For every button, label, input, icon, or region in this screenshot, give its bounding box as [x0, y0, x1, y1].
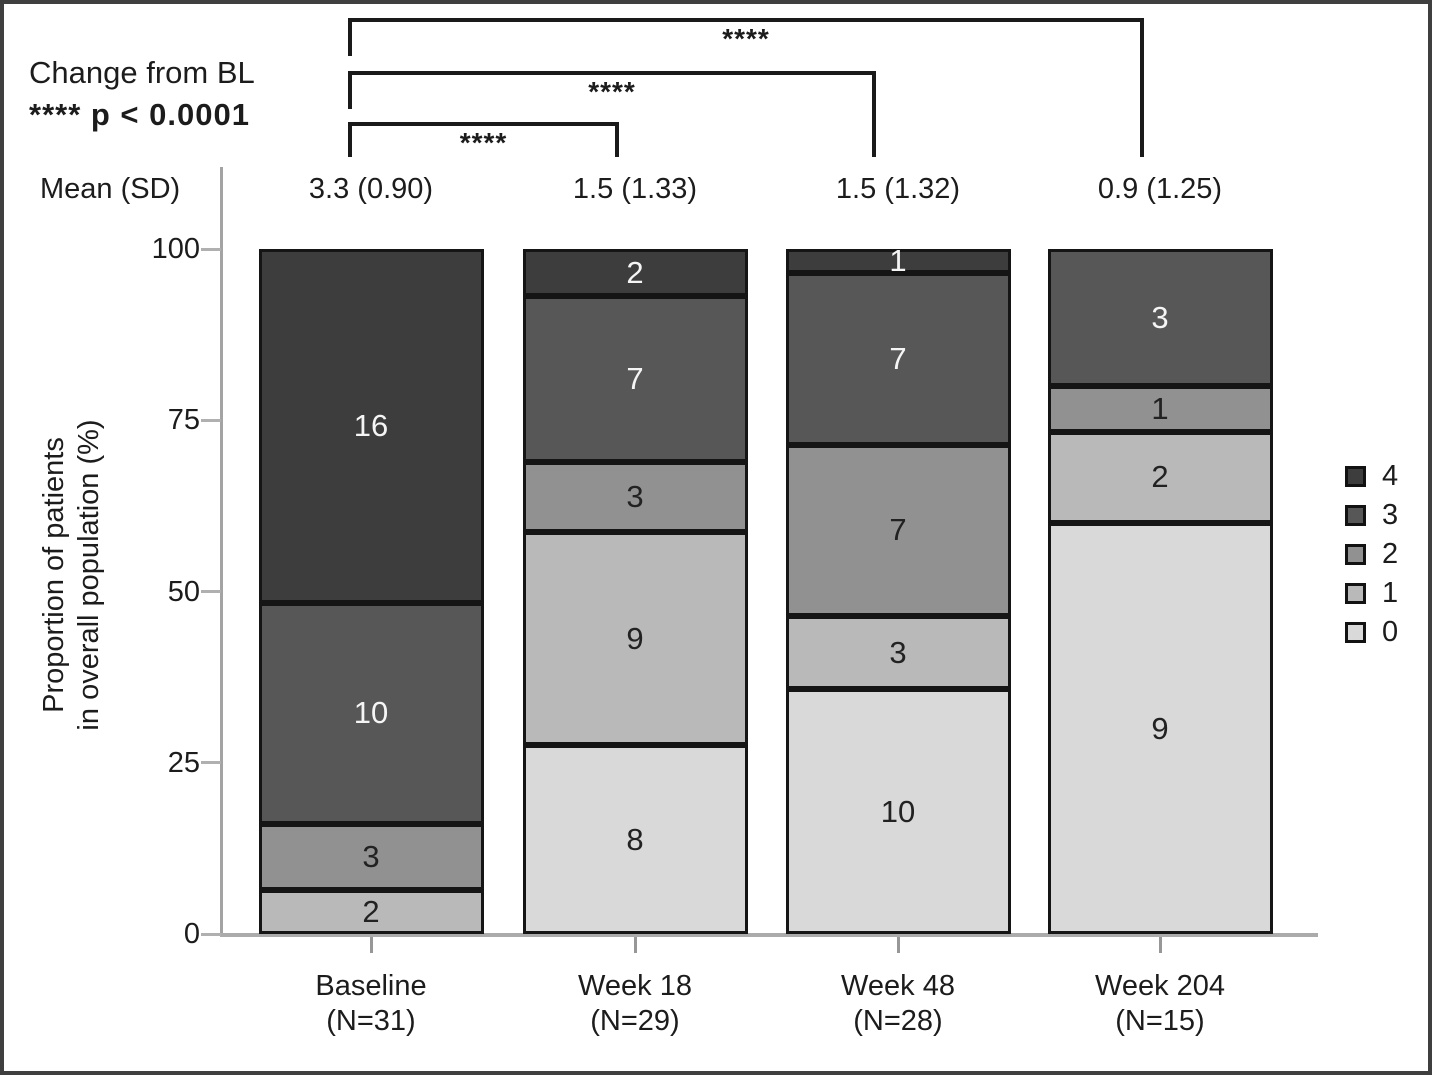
y-axis-title-line1: Proportion of patients [38, 437, 70, 713]
legend-swatch-4 [1345, 466, 1366, 487]
bar-week-48: 10 3 7 7 1 [785, 243, 1011, 934]
y-tick-mark [201, 932, 221, 936]
legend-label-1: 1 [1382, 577, 1399, 609]
bar-segment-label: 16 [353, 407, 389, 443]
y-tick-label: 0 [183, 918, 200, 950]
bar-segment-score-4: 1 [785, 243, 1011, 278]
y-axis-line [220, 167, 223, 934]
bar-segment-label: 2 [1151, 459, 1169, 495]
bar-segment-score-4: 16 [258, 249, 484, 603]
x-category-label: Baseline [315, 970, 427, 1002]
x-n-label: (N=29) [590, 1005, 680, 1037]
bar-segment-label: 10 [880, 793, 916, 829]
x-tick-mark [1158, 937, 1162, 953]
x-category-label: Week 48 [841, 970, 955, 1002]
legend-label-4: 4 [1382, 460, 1399, 492]
x-tick-mark [633, 937, 637, 953]
bracket-left-tick [348, 22, 352, 56]
y-tick-label: 25 [167, 746, 200, 779]
bar-segment-label: 2 [362, 893, 380, 929]
legend-swatch-3 [1345, 505, 1366, 526]
bracket-left-tick [348, 75, 352, 109]
bar-week-18: 8 9 3 7 2 [522, 249, 748, 934]
legend-label-0: 0 [1382, 616, 1399, 648]
bar-segment-label: 9 [626, 620, 644, 656]
x-n-label: (N=15) [1115, 1005, 1205, 1037]
legend-swatch-2 [1345, 544, 1366, 565]
bar-baseline: 2 3 10 16 [258, 249, 484, 934]
bar-segment-score-2: 3 [258, 823, 484, 890]
x-category-label: Week 18 [578, 970, 692, 1002]
bar-segment-score-2: 3 [522, 461, 748, 533]
bar-segment-score-1: 9 [522, 532, 748, 746]
y-tick-label: 50 [167, 575, 200, 608]
bar-segment-label: 3 [626, 479, 644, 515]
x-n-label: (N=31) [326, 1005, 416, 1037]
bar-segment-score-3: 10 [258, 602, 484, 824]
bar-segment-score-0: 10 [785, 689, 1011, 934]
y-tick-mark [201, 590, 221, 593]
bar-segment-label: 1 [1151, 390, 1169, 426]
bracket-left-tick [348, 126, 352, 157]
bar-segment-score-2: 1 [1047, 386, 1273, 432]
x-axis-line [220, 933, 1318, 937]
y-tick-mark [201, 247, 221, 251]
annotation-change-from-bl: Change from BL [29, 55, 255, 90]
bar-segment-score-4: 2 [522, 249, 748, 297]
bar-segment-label: 7 [889, 341, 907, 377]
y-tick-mark [201, 761, 221, 765]
bar-segment-score-0: 9 [1047, 523, 1273, 934]
y-tick-mark [201, 418, 221, 422]
significance-stars: **** [459, 127, 508, 158]
annotation-block: Change from BL **** p < 0.0001 [29, 52, 255, 136]
mean-sd-value: 0.9 (1.25) [1097, 173, 1223, 205]
mean-sd-value: 1.5 (1.33) [572, 173, 698, 205]
bar-segment-label: 10 [353, 695, 389, 731]
bar-week-204: 9 2 1 3 [1047, 249, 1273, 934]
bar-segment-score-1: 2 [258, 889, 484, 934]
y-tick-label: 100 [151, 233, 200, 265]
significance-bracket-week-18 [348, 122, 619, 157]
bar-segment-score-0: 8 [522, 745, 748, 934]
annotation-pvalue: **** p < 0.0001 [29, 97, 250, 132]
bar-segment-label: 3 [1151, 299, 1169, 335]
bar-segment-label: 9 [1151, 710, 1169, 746]
mean-sd-value: 1.5 (1.32) [835, 173, 961, 205]
bar-segment-score-1: 2 [1047, 431, 1273, 523]
bar-segment-label: 8 [626, 821, 644, 857]
y-tick-label: 75 [167, 404, 200, 437]
x-n-label: (N=28) [853, 1005, 943, 1037]
significance-bracket-week-48 [348, 71, 876, 157]
significance-stars: **** [722, 23, 770, 54]
legend-label-3: 3 [1382, 499, 1399, 531]
bar-segment-score-3: 3 [1047, 249, 1273, 386]
x-tick-mark [369, 937, 373, 953]
significance-bracket-week-204 [348, 18, 1144, 157]
legend-label-2: 2 [1382, 538, 1399, 570]
bar-segment-score-3: 7 [522, 296, 748, 462]
bar-segment-label: 3 [889, 634, 907, 670]
bar-segment-label: 7 [889, 512, 907, 548]
bar-segment-label: 3 [362, 838, 380, 874]
mean-sd-row-label: Mean (SD) [40, 173, 181, 205]
legend-swatch-0 [1345, 622, 1366, 643]
bar-segment-label: 2 [626, 254, 644, 290]
bar-segment-score-1: 3 [785, 615, 1011, 690]
x-category-label: Week 204 [1094, 970, 1226, 1002]
x-tick-mark [896, 937, 900, 953]
mean-sd-value: 3.3 (0.90) [308, 173, 434, 205]
bar-segment-score-3: 7 [785, 273, 1011, 445]
significance-stars: **** [588, 76, 636, 107]
bar-segment-label: 1 [889, 243, 907, 279]
bar-segment-score-2: 7 [785, 444, 1011, 616]
legend-swatch-1 [1345, 583, 1366, 604]
bar-segment-label: 7 [626, 360, 644, 396]
